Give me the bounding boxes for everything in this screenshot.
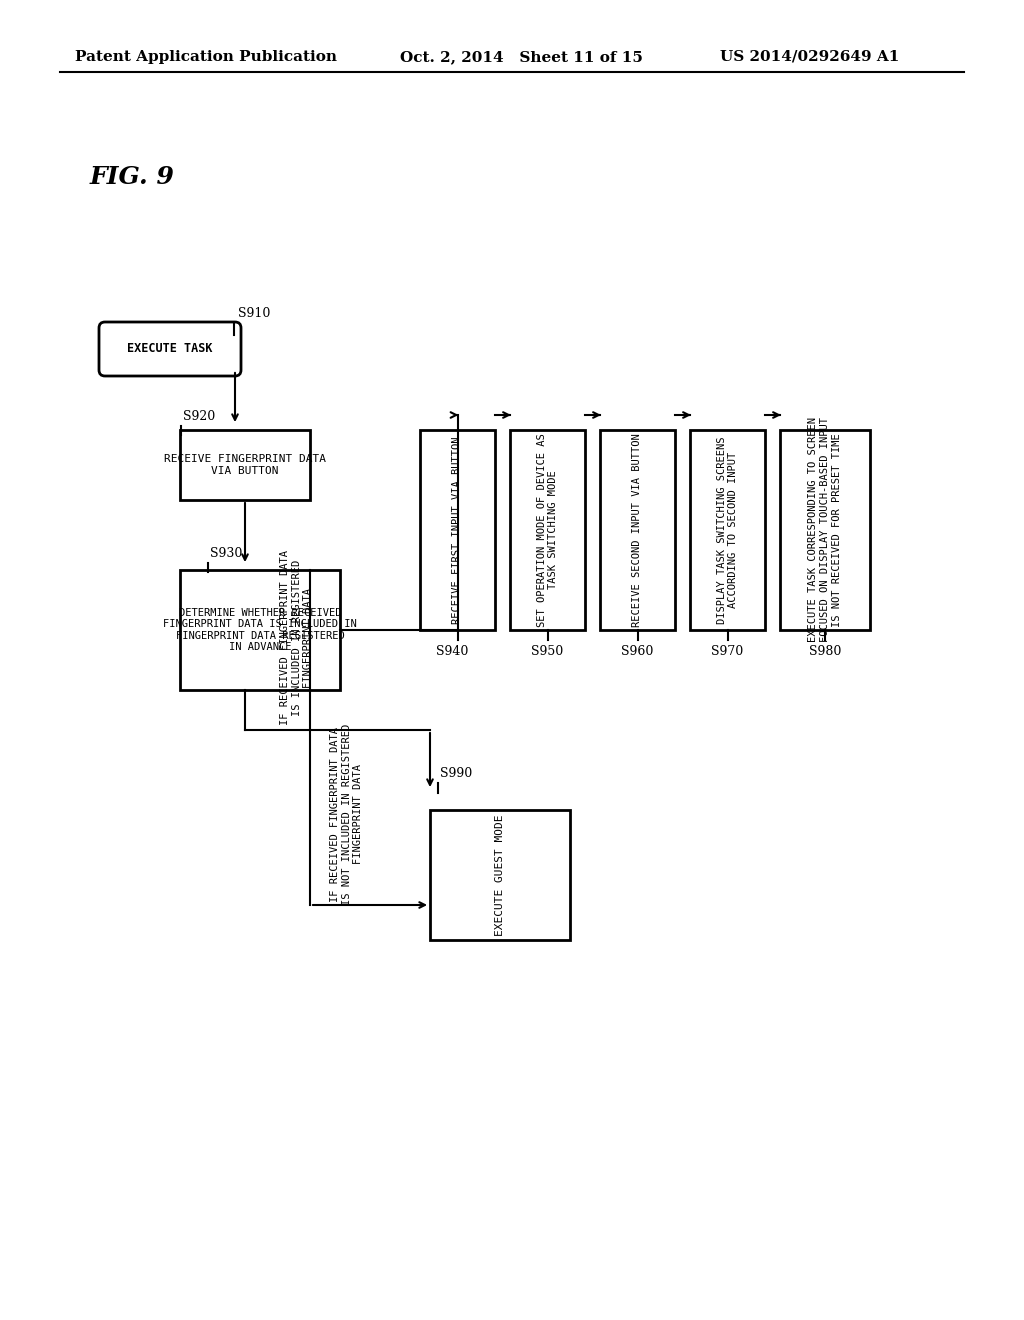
Text: S960: S960 bbox=[622, 645, 653, 657]
FancyBboxPatch shape bbox=[420, 430, 495, 630]
Text: DISPLAY TASK SWITCHING SCREENS
ACCORDING TO SECOND INPUT: DISPLAY TASK SWITCHING SCREENS ACCORDING… bbox=[717, 436, 738, 624]
FancyBboxPatch shape bbox=[780, 430, 870, 630]
Text: RECEIVE SECOND INPUT VIA BUTTON: RECEIVE SECOND INPUT VIA BUTTON bbox=[633, 433, 642, 627]
Text: S930: S930 bbox=[210, 546, 243, 560]
FancyBboxPatch shape bbox=[690, 430, 765, 630]
Text: DETERMINE WHETHER RECEIVED
FINGERPRINT DATA IS INCLUDED IN
FINGERPRINT DATA REGI: DETERMINE WHETHER RECEIVED FINGERPRINT D… bbox=[163, 607, 357, 652]
Text: Oct. 2, 2014   Sheet 11 of 15: Oct. 2, 2014 Sheet 11 of 15 bbox=[400, 50, 643, 63]
FancyBboxPatch shape bbox=[510, 430, 585, 630]
Text: S970: S970 bbox=[712, 645, 743, 657]
Text: S980: S980 bbox=[809, 645, 841, 657]
Text: RECEIVE FIRST INPUT VIA BUTTON: RECEIVE FIRST INPUT VIA BUTTON bbox=[453, 436, 463, 624]
Text: IF RECEIVED FINGERPRINT DATA
IS INCLUDED IN REGISTERED
FINGERPRINT DATA: IF RECEIVED FINGERPRINT DATA IS INCLUDED… bbox=[280, 550, 313, 725]
Text: S940: S940 bbox=[436, 645, 469, 657]
FancyBboxPatch shape bbox=[180, 570, 340, 690]
Text: RECEIVE FINGERPRINT DATA
VIA BUTTON: RECEIVE FINGERPRINT DATA VIA BUTTON bbox=[164, 454, 326, 475]
Text: US 2014/0292649 A1: US 2014/0292649 A1 bbox=[720, 50, 899, 63]
Text: S920: S920 bbox=[183, 411, 215, 422]
Text: Patent Application Publication: Patent Application Publication bbox=[75, 50, 337, 63]
FancyBboxPatch shape bbox=[430, 810, 570, 940]
Text: S910: S910 bbox=[238, 308, 270, 319]
FancyBboxPatch shape bbox=[99, 322, 241, 376]
Text: EXECUTE TASK: EXECUTE TASK bbox=[127, 342, 213, 355]
Text: FIG. 9: FIG. 9 bbox=[90, 165, 175, 189]
Text: EXECUTE TASK CORRESPONDING TO SCREEN
FOCUSED ON DISPLAY TOUCH-BASED INPUT
IS NOT: EXECUTE TASK CORRESPONDING TO SCREEN FOC… bbox=[808, 417, 842, 643]
Text: EXECUTE GUEST MODE: EXECUTE GUEST MODE bbox=[495, 814, 505, 936]
Text: S950: S950 bbox=[531, 645, 563, 657]
Text: SET OPERATION MODE OF DEVICE AS
TASK SWITCHING MODE: SET OPERATION MODE OF DEVICE AS TASK SWI… bbox=[537, 433, 558, 627]
FancyBboxPatch shape bbox=[600, 430, 675, 630]
Text: IF RECEIVED FINGERPRINT DATA
IS NOT INCLUDED IN REGISTERED
FINGERPRINT DATA: IF RECEIVED FINGERPRINT DATA IS NOT INCL… bbox=[330, 723, 364, 906]
Text: S990: S990 bbox=[440, 767, 472, 780]
FancyBboxPatch shape bbox=[180, 430, 310, 500]
